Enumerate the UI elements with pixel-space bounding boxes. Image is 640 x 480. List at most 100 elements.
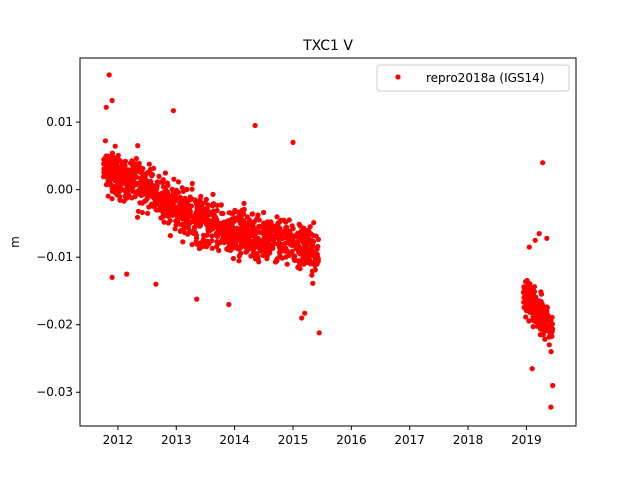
- data-point: [184, 198, 190, 204]
- data-point: [218, 202, 224, 208]
- data-point: [276, 240, 282, 246]
- data-point: [548, 349, 554, 355]
- data-point: [548, 330, 555, 336]
- data-point: [202, 211, 208, 217]
- data-point: [231, 218, 237, 224]
- data-point: [276, 227, 282, 233]
- data-point: [304, 259, 310, 266]
- data-point: [536, 231, 542, 237]
- data-point: [309, 268, 315, 274]
- y-axis-label: m: [8, 236, 22, 248]
- data-point: [183, 218, 189, 224]
- data-point: [214, 217, 220, 223]
- data-point: [171, 176, 177, 182]
- chart-title: TXC1 V: [302, 38, 353, 54]
- data-point: [221, 238, 227, 244]
- data-point: [177, 194, 183, 200]
- data-point: [117, 197, 123, 203]
- data-point: [249, 220, 255, 226]
- data-point: [227, 227, 233, 233]
- data-point: [309, 252, 316, 258]
- data-point: [256, 217, 262, 223]
- data-point: [241, 206, 247, 212]
- data-point: [167, 206, 173, 212]
- data-point: [109, 97, 115, 104]
- data-point: [198, 240, 204, 246]
- data-point: [153, 197, 159, 203]
- x-tick-label: 2015: [278, 433, 309, 447]
- data-point: [210, 201, 217, 207]
- data-point: [231, 226, 237, 233]
- data-points: [101, 72, 556, 410]
- data-point: [232, 209, 238, 215]
- data-point: [186, 220, 192, 227]
- data-point: [145, 169, 151, 176]
- legend-box: [376, 64, 570, 92]
- data-point: [538, 291, 545, 297]
- data-point: [542, 321, 548, 328]
- data-point: [255, 212, 261, 218]
- data-point: [316, 330, 322, 336]
- data-point: [252, 122, 258, 129]
- data-point: [524, 277, 530, 284]
- data-point: [148, 188, 154, 194]
- data-point: [193, 239, 199, 245]
- data-point: [244, 214, 250, 220]
- data-point: [226, 301, 232, 308]
- data-point: [213, 222, 219, 228]
- data-point: [109, 196, 115, 202]
- data-point: [193, 232, 200, 238]
- data-point: [313, 233, 319, 239]
- data-point: [540, 316, 546, 323]
- data-point: [178, 227, 184, 233]
- data-point: [101, 161, 107, 167]
- data-point: [302, 310, 308, 316]
- data-point: [305, 237, 311, 243]
- data-point: [204, 205, 210, 211]
- data-point: [219, 210, 225, 216]
- data-point: [194, 296, 200, 302]
- data-point: [243, 249, 249, 255]
- data-point: [201, 232, 207, 238]
- data-point: [149, 172, 156, 178]
- y-tick-label: −0.03: [36, 385, 73, 399]
- data-point: [109, 185, 115, 191]
- legend-label: repro2018a (IGS14): [426, 71, 544, 85]
- data-point: [163, 195, 169, 201]
- data-point: [231, 243, 237, 249]
- data-point: [284, 261, 290, 267]
- data-point: [191, 215, 197, 221]
- data-point: [535, 319, 541, 325]
- data-point: [290, 139, 296, 145]
- data-point: [198, 193, 204, 199]
- data-point: [286, 217, 292, 223]
- data-point: [279, 235, 286, 242]
- data-point: [139, 190, 145, 196]
- data-point: [295, 258, 301, 264]
- x-tick-label: 2014: [219, 433, 250, 447]
- data-point: [109, 274, 115, 280]
- data-point: [145, 210, 151, 216]
- data-point: [207, 209, 213, 215]
- data-point: [256, 259, 262, 265]
- data-point: [548, 318, 554, 324]
- data-point: [165, 213, 171, 219]
- data-point: [527, 309, 533, 315]
- data-point: [252, 227, 258, 233]
- data-point: [119, 166, 126, 172]
- data-point: [143, 178, 149, 184]
- data-point: [209, 245, 215, 251]
- data-point: [530, 305, 536, 311]
- data-point: [232, 233, 238, 240]
- data-point: [139, 209, 145, 216]
- data-point: [534, 313, 541, 320]
- data-point: [171, 195, 178, 201]
- data-point: [252, 237, 258, 243]
- data-point: [133, 155, 139, 162]
- data-point: [266, 250, 273, 256]
- data-point: [290, 239, 296, 246]
- x-axis: 2012 2013 2014 2015 2016 2017 2018 2019: [103, 426, 542, 447]
- data-point: [126, 179, 132, 185]
- legend-marker: [395, 74, 401, 80]
